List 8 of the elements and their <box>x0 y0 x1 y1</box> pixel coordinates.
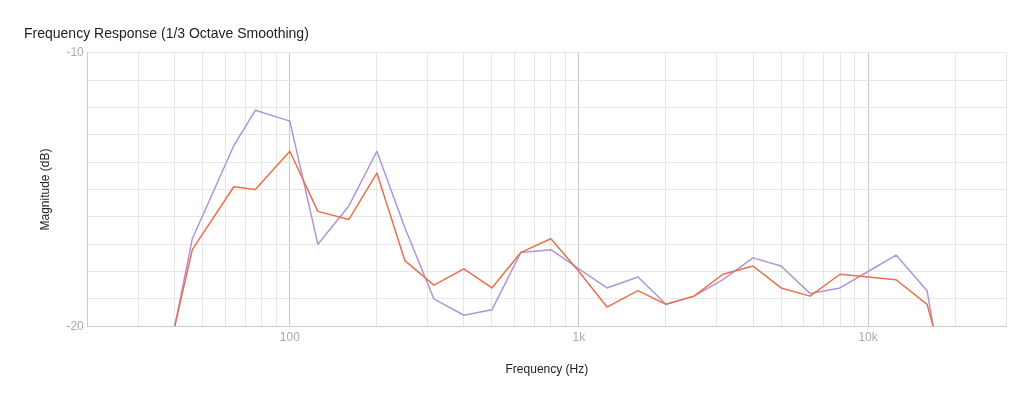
x-tick-label: 10k <box>858 329 879 344</box>
y-tick-label: -20 <box>66 318 85 333</box>
y-tick-label: -10 <box>66 45 85 60</box>
x-tick-label: 100 <box>279 329 301 344</box>
y-axis-title: Magnitude (dB) <box>37 148 52 231</box>
x-tick-label: 1k <box>572 329 587 344</box>
chart-title: Frequency Response (1/3 Octave Smoothing) <box>24 25 309 42</box>
x-axis-title: Frequency (Hz) <box>505 362 589 377</box>
